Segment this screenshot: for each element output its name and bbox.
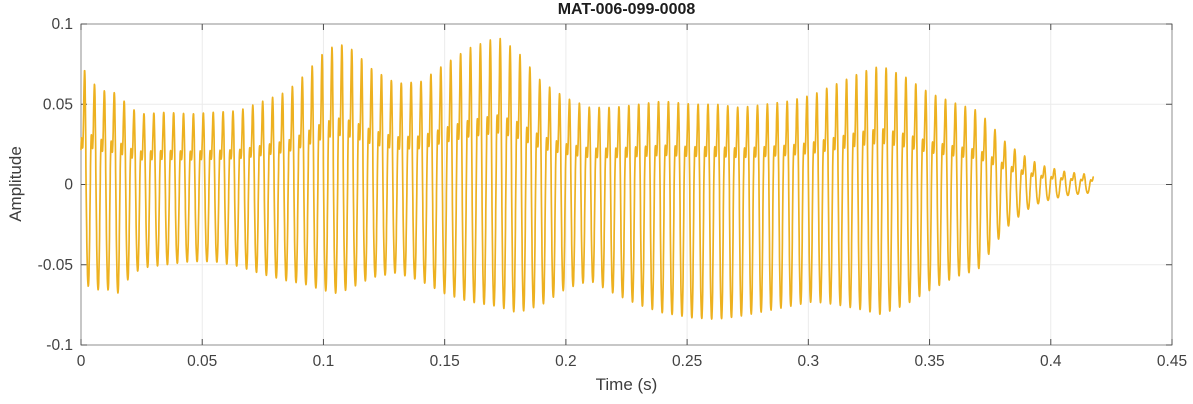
- x-axis-label: Time (s): [595, 375, 658, 394]
- x-tick-label: 0.15: [430, 353, 460, 370]
- x-tick-label: 0.45: [1157, 353, 1187, 370]
- x-tick-label: 0.2: [555, 353, 577, 370]
- x-tick-label: 0.1: [313, 353, 335, 370]
- x-tick-label: 0: [77, 353, 86, 370]
- x-tick-label: 0.25: [672, 353, 702, 370]
- y-tick-label: -0.05: [38, 257, 73, 274]
- y-tick-label: -0.1: [46, 337, 73, 354]
- x-tick-label: 0.3: [798, 353, 820, 370]
- x-tick-label: 0.05: [187, 353, 217, 370]
- y-tick-label: 0.1: [51, 16, 73, 33]
- x-tick-label: 0.35: [914, 353, 944, 370]
- waveform-path: [80, 37, 1095, 320]
- x-tick-label: 0.4: [1040, 353, 1062, 370]
- y-tick-label: 0: [64, 177, 73, 194]
- y-tick-label: 0.05: [43, 96, 73, 113]
- chart-title: MAT-006-099-0008: [557, 1, 696, 18]
